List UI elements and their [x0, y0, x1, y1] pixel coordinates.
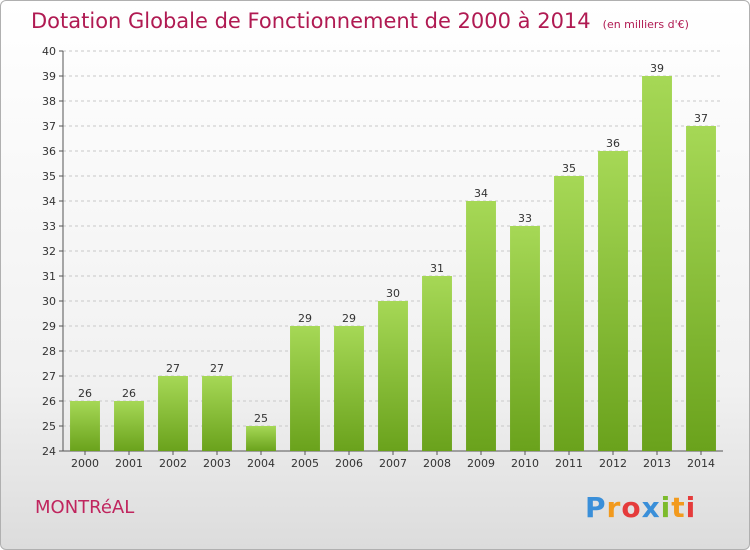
x-tick-label: 2014	[687, 457, 715, 470]
y-tick-label: 32	[42, 245, 56, 258]
value-label: 29	[342, 312, 356, 325]
y-tick-label: 26	[42, 395, 56, 408]
value-label: 26	[122, 387, 136, 400]
bars	[70, 76, 716, 451]
value-label: 37	[694, 112, 708, 125]
chart-title: Dotation Globale de Fonctionnement de 20…	[31, 9, 591, 33]
bar	[642, 76, 672, 451]
bar	[202, 376, 232, 451]
x-tick-label: 2011	[555, 457, 583, 470]
value-label: 25	[254, 412, 268, 425]
x-tick-label: 2002	[159, 457, 187, 470]
value-label: 27	[210, 362, 224, 375]
x-tick-label: 2012	[599, 457, 627, 470]
y-tick-label: 28	[42, 345, 56, 358]
value-label: 34	[474, 187, 488, 200]
x-tick-label: 2009	[467, 457, 495, 470]
bar	[158, 376, 188, 451]
y-tick-label: 36	[42, 145, 56, 158]
value-label: 36	[606, 137, 620, 150]
bar	[466, 201, 496, 451]
y-tick-label: 25	[42, 420, 56, 433]
bar	[554, 176, 584, 451]
x-tick-label: 2006	[335, 457, 363, 470]
y-tick-label: 31	[42, 270, 56, 283]
y-tick-label: 27	[42, 370, 56, 383]
value-label: 33	[518, 212, 532, 225]
bar	[378, 301, 408, 451]
y-tick-label: 40	[42, 45, 56, 58]
value-label: 27	[166, 362, 180, 375]
value-label: 35	[562, 162, 576, 175]
bar	[686, 126, 716, 451]
y-tick-label: 30	[42, 295, 56, 308]
bar	[70, 401, 100, 451]
y-tick-label: 33	[42, 220, 56, 233]
value-labels: 26 26 27 27 25 29 29 30 31 34 33 35 36 39 37	[78, 62, 708, 425]
commune-name: MONTRéAL	[35, 497, 135, 518]
x-tick-label: 2003	[203, 457, 231, 470]
value-label: 29	[298, 312, 312, 325]
proxiti-logo[interactable]: Proxiti	[585, 491, 696, 524]
x-tick-label: 2013	[643, 457, 671, 470]
logo-letter: t	[671, 491, 686, 524]
logo-letter: o	[621, 491, 642, 524]
axes: 24 25 26 27 28 29 30 31 32 33 34 35 36 37 38 39 40 2000 20…	[42, 45, 723, 470]
logo-letter: i	[660, 491, 672, 524]
value-label: 39	[650, 62, 664, 75]
bar	[246, 426, 276, 451]
bar	[422, 276, 452, 451]
bar	[114, 401, 144, 451]
x-tick-label: 2001	[115, 457, 143, 470]
bar	[510, 226, 540, 451]
value-label: 30	[386, 287, 400, 300]
value-label: 26	[78, 387, 92, 400]
y-tick-label: 39	[42, 70, 56, 83]
x-tick-label: 2005	[291, 457, 319, 470]
y-tick-label: 38	[42, 95, 56, 108]
chart-title-row: Dotation Globale de Fonctionnement de 20…	[31, 9, 689, 33]
bar	[334, 326, 364, 451]
x-tick-label: 2008	[423, 457, 451, 470]
y-tick-label: 24	[42, 445, 56, 458]
x-tick-label: 2007	[379, 457, 407, 470]
y-tick-label: 35	[42, 170, 56, 183]
logo-letter: r	[606, 491, 622, 524]
logo-letter: i	[685, 491, 697, 524]
value-label: 31	[430, 262, 444, 275]
chart-subtitle: (en milliers d'€)	[602, 18, 689, 31]
bar	[598, 151, 628, 451]
y-tick-label: 37	[42, 120, 56, 133]
logo-letter: P	[585, 491, 607, 524]
x-tick-label: 2000	[71, 457, 99, 470]
y-tick-label: 34	[42, 195, 56, 208]
bar	[290, 326, 320, 451]
x-tick-label: 2010	[511, 457, 539, 470]
y-tick-label: 29	[42, 320, 56, 333]
x-tick-label: 2004	[247, 457, 275, 470]
logo-letter: x	[641, 491, 661, 524]
